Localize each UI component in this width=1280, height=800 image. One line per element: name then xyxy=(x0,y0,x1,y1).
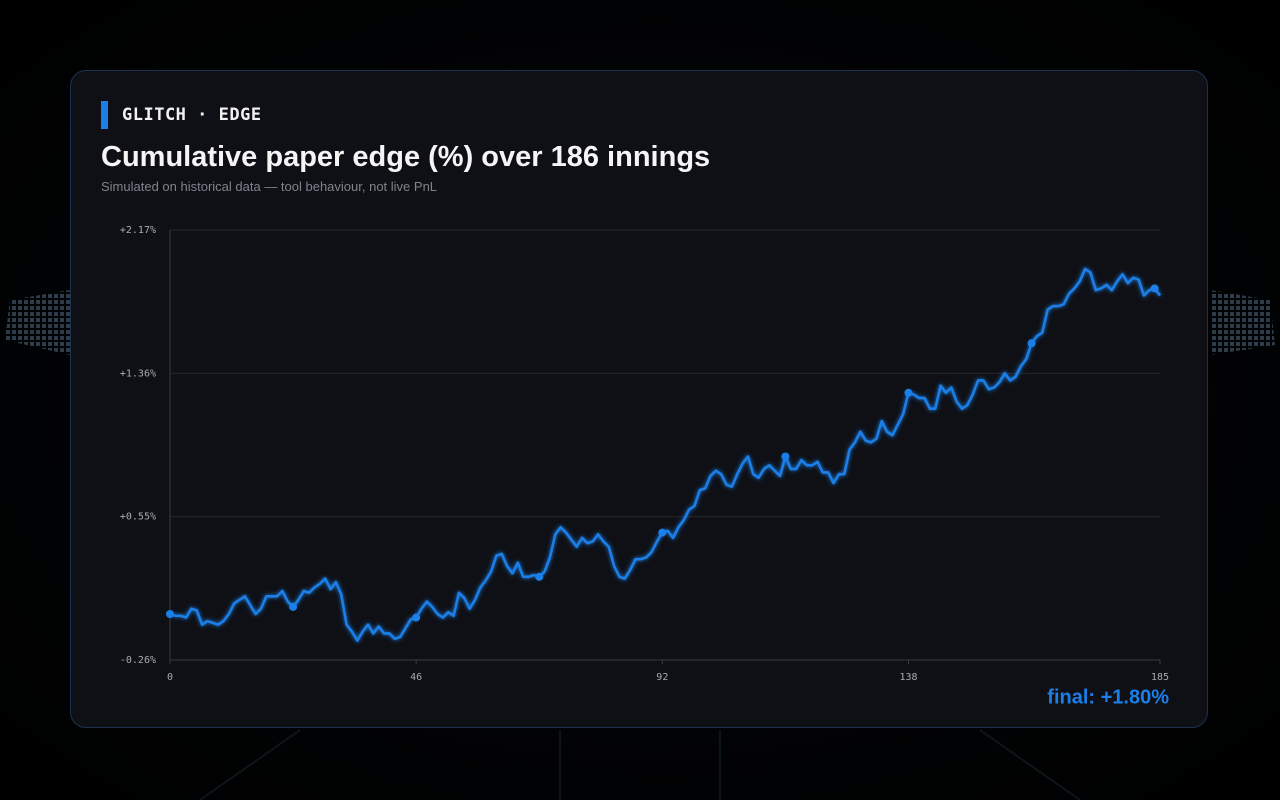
chart-card: GLITCH · EDGE Cumulative paper edge (%) … xyxy=(70,70,1208,728)
y-tick-label: +0.55% xyxy=(120,512,156,523)
y-tick-label: +1.36% xyxy=(120,368,156,379)
marker xyxy=(289,602,298,611)
brand-label: GLITCH · EDGE xyxy=(101,101,262,129)
y-tick-label: +2.17% xyxy=(120,225,156,236)
marker xyxy=(781,452,790,461)
x-tick-label: 138 xyxy=(899,672,917,683)
marker xyxy=(166,609,174,618)
y-tick-label: -0.26% xyxy=(120,655,156,666)
marker xyxy=(1027,339,1036,348)
marker xyxy=(535,572,544,581)
chart-title: Cumulative paper edge (%) over 186 innin… xyxy=(101,141,711,173)
x-tick-label: 0 xyxy=(167,672,173,683)
final-annotation: final: +1.80% xyxy=(1047,686,1169,708)
marker xyxy=(904,388,913,397)
marker xyxy=(658,528,667,537)
x-tick-label: 185 xyxy=(1151,672,1169,683)
x-tick-label: 92 xyxy=(656,672,668,683)
chart-subtitle: Simulated on historical data — tool beha… xyxy=(101,179,438,194)
marker xyxy=(1150,284,1159,293)
x-tick-label: 46 xyxy=(410,672,422,683)
edge-line xyxy=(169,267,1162,642)
marker xyxy=(412,613,421,622)
